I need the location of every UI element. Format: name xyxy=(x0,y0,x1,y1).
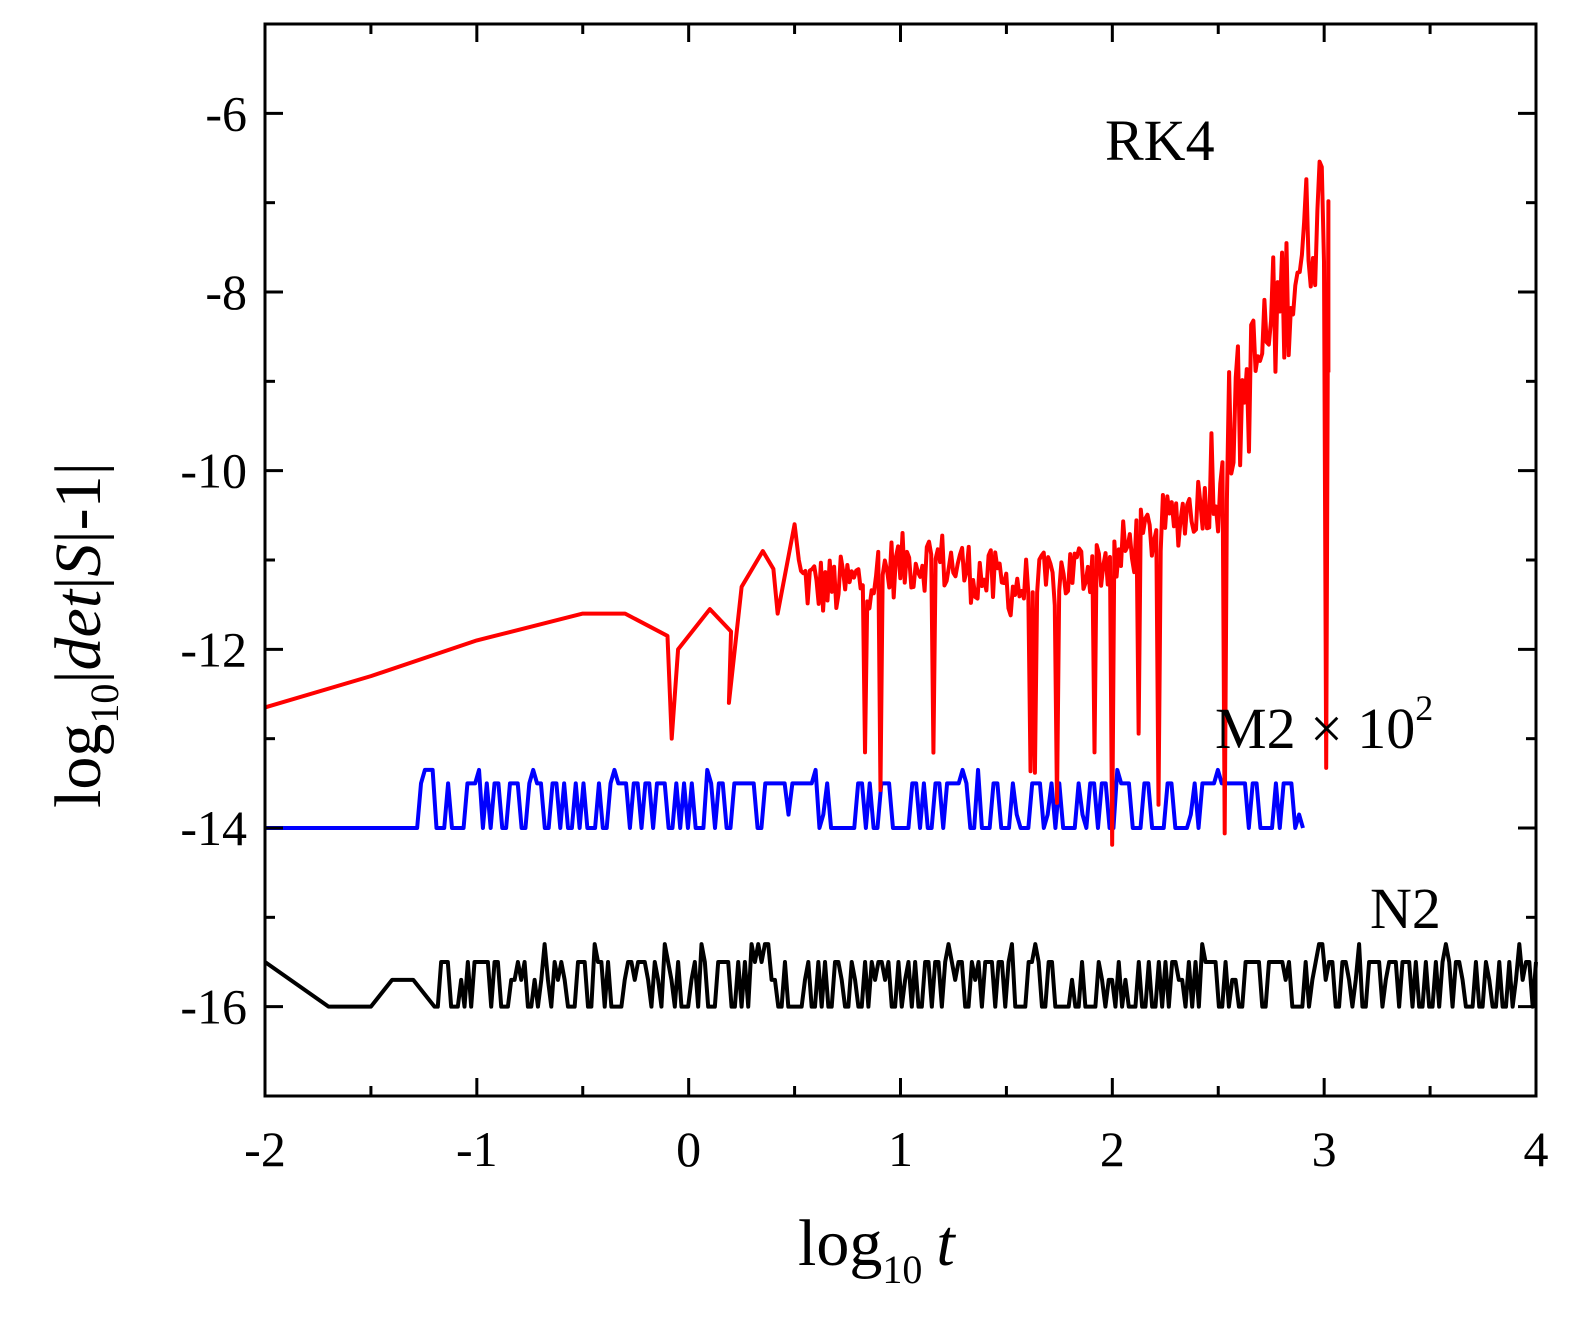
x-label-var: t xyxy=(936,1207,956,1280)
y-tick-label: -16 xyxy=(180,979,247,1035)
axis-ticks xyxy=(263,22,1538,1098)
x-axis-label: log10 t xyxy=(798,1207,956,1292)
y-axis-label: log10|det|S|-1| xyxy=(42,462,127,808)
y-tick-label: -8 xyxy=(205,264,247,320)
y-label-bar1: | xyxy=(42,670,115,683)
x-label-sub: 10 xyxy=(882,1247,922,1292)
x-tick-label: 2 xyxy=(1100,1121,1125,1177)
y-tick-labels: -16 -14 -12 -10 -8 -6 xyxy=(180,85,247,1034)
y-tick-label: -14 xyxy=(180,800,247,856)
y-label-log: log xyxy=(42,724,115,808)
x-tick-label: -2 xyxy=(244,1121,286,1177)
y-label-bar2: | xyxy=(42,577,115,590)
x-tick-label: 4 xyxy=(1524,1121,1549,1177)
m2-label-main: M2 × 10 xyxy=(1215,696,1415,761)
series-label-rk4: RK4 xyxy=(1105,108,1215,173)
x-tick-label: 0 xyxy=(676,1121,701,1177)
series-label-m2: M2 × 102 xyxy=(1215,688,1433,761)
y-tick-label: -6 xyxy=(205,85,247,141)
series-n2-line xyxy=(263,942,1538,1009)
y-label-s: S xyxy=(42,544,115,577)
y-label-end: |-1| xyxy=(42,462,115,543)
x-tick-label: 3 xyxy=(1312,1121,1337,1177)
series-label-n2: N2 xyxy=(1370,876,1441,941)
y-tick-label: -12 xyxy=(180,621,247,677)
series-m2-line xyxy=(265,767,1305,830)
x-tick-label: 1 xyxy=(888,1121,913,1177)
x-tick-labels: -2 -1 0 1 2 3 4 xyxy=(244,1121,1548,1177)
y-tick-label: -10 xyxy=(180,443,247,499)
y-label-sub: 10 xyxy=(82,684,127,724)
x-tick-label: -1 xyxy=(456,1121,498,1177)
y-label-det: det xyxy=(42,588,115,670)
m2-label-sup: 2 xyxy=(1415,688,1433,728)
series-rk4-line xyxy=(264,159,1331,847)
x-label-log: log xyxy=(798,1207,882,1280)
